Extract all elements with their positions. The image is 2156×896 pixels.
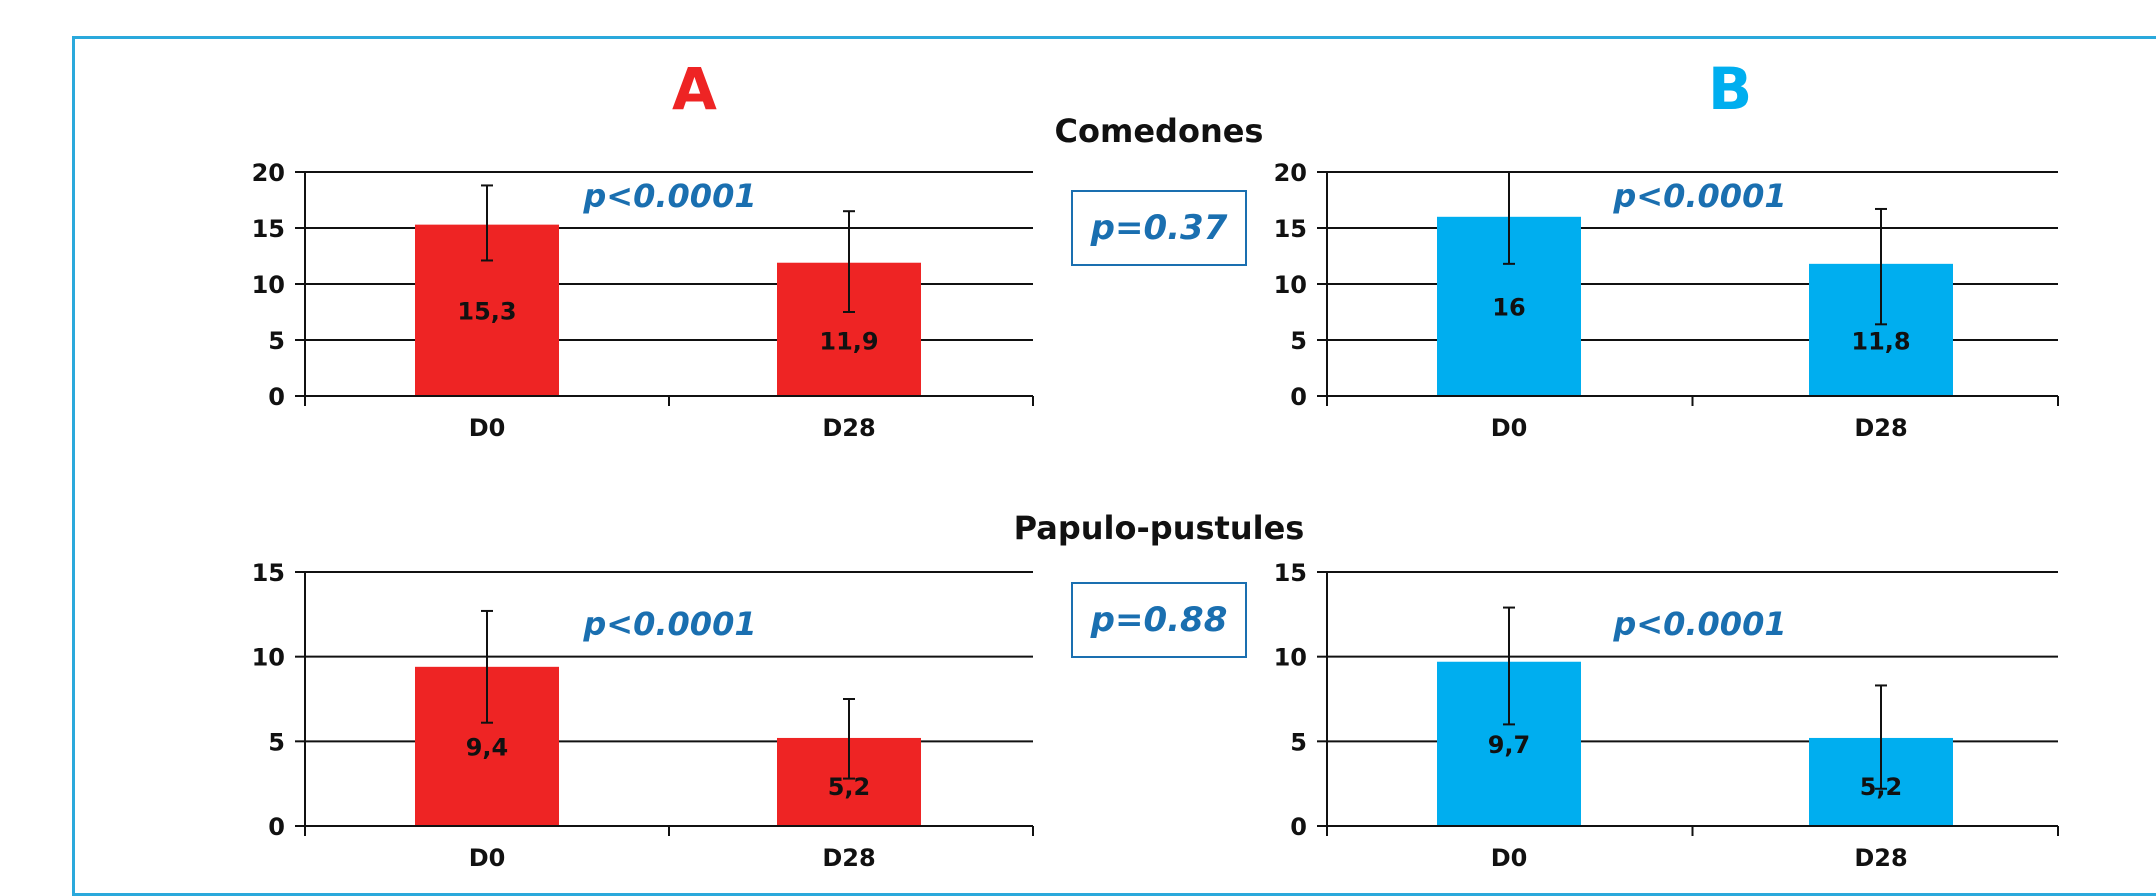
y-tick-label: 15 [252, 215, 285, 243]
within-group-p-value: p<0.0001 [1612, 605, 1786, 643]
within-group-p-value: p<0.0001 [582, 177, 756, 215]
y-tick-label: 10 [1274, 271, 1307, 299]
x-tick-label: D0 [1491, 414, 1528, 442]
comedones-title: Comedones [1054, 112, 1264, 150]
comedones-group-b-chart: 0 5 10 15 20 16 D0 11,8 D28 p<0.0001 [1274, 159, 2059, 442]
y-tick-label: 20 [252, 159, 285, 187]
data-label: 5,2 [1860, 773, 1903, 801]
data-label: 15,3 [457, 297, 516, 325]
papulo-group-b-chart: 0 5 10 15 9,7 D0 5,2 D28 p<0.0001 [1274, 559, 2059, 872]
group-a-label: A [672, 55, 717, 123]
x-tick-label: D28 [1854, 414, 1907, 442]
within-group-p-value: p<0.0001 [1612, 177, 1786, 215]
y-tick-label: 20 [1274, 159, 1307, 187]
y-tick-label: 0 [268, 383, 285, 411]
y-tick-label: 0 [268, 813, 285, 841]
x-tick-label: D28 [1854, 844, 1907, 872]
y-tick-label: 0 [1290, 383, 1307, 411]
x-tick-label: D28 [822, 414, 875, 442]
data-label: 9,4 [466, 733, 509, 761]
comedones-group-a-chart: 0 5 10 15 20 15,3 D0 11,9 D28 p<0.0001 [252, 159, 1034, 442]
x-tick-label: D28 [822, 844, 875, 872]
data-label: 11,9 [819, 327, 878, 355]
y-tick-label: 15 [252, 559, 285, 587]
x-tick-label: D0 [1491, 844, 1528, 872]
y-tick-label: 10 [252, 271, 285, 299]
data-label: 9,7 [1488, 731, 1531, 759]
data-label: 11,8 [1851, 328, 1910, 356]
papulo-group-a-chart: 0 5 10 15 9,4 D0 5,2 D28 p<0.0001 [252, 559, 1034, 872]
x-tick-label: D0 [469, 844, 506, 872]
between-group-p-papulo: p=0.88 [1071, 582, 1247, 658]
within-group-p-value: p<0.0001 [582, 605, 756, 643]
y-tick-label: 15 [1274, 215, 1307, 243]
y-tick-label: 5 [1290, 327, 1307, 355]
y-tick-label: 5 [1290, 728, 1307, 756]
data-label: 16 [1492, 293, 1525, 321]
y-tick-label: 5 [268, 327, 285, 355]
y-tick-label: 0 [1290, 813, 1307, 841]
cropped-caption-strip [0, 0, 2156, 36]
y-tick-label: 5 [268, 728, 285, 756]
group-b-label: B [1708, 55, 1753, 123]
papulo-title: Papulo-pustules [1013, 509, 1305, 547]
y-tick-label: 10 [252, 644, 285, 672]
between-group-p-comedones: p=0.37 [1071, 190, 1247, 266]
data-label: 5,2 [828, 773, 871, 801]
x-tick-label: D0 [469, 414, 506, 442]
y-tick-label: 15 [1274, 559, 1307, 587]
y-tick-label: 10 [1274, 644, 1307, 672]
